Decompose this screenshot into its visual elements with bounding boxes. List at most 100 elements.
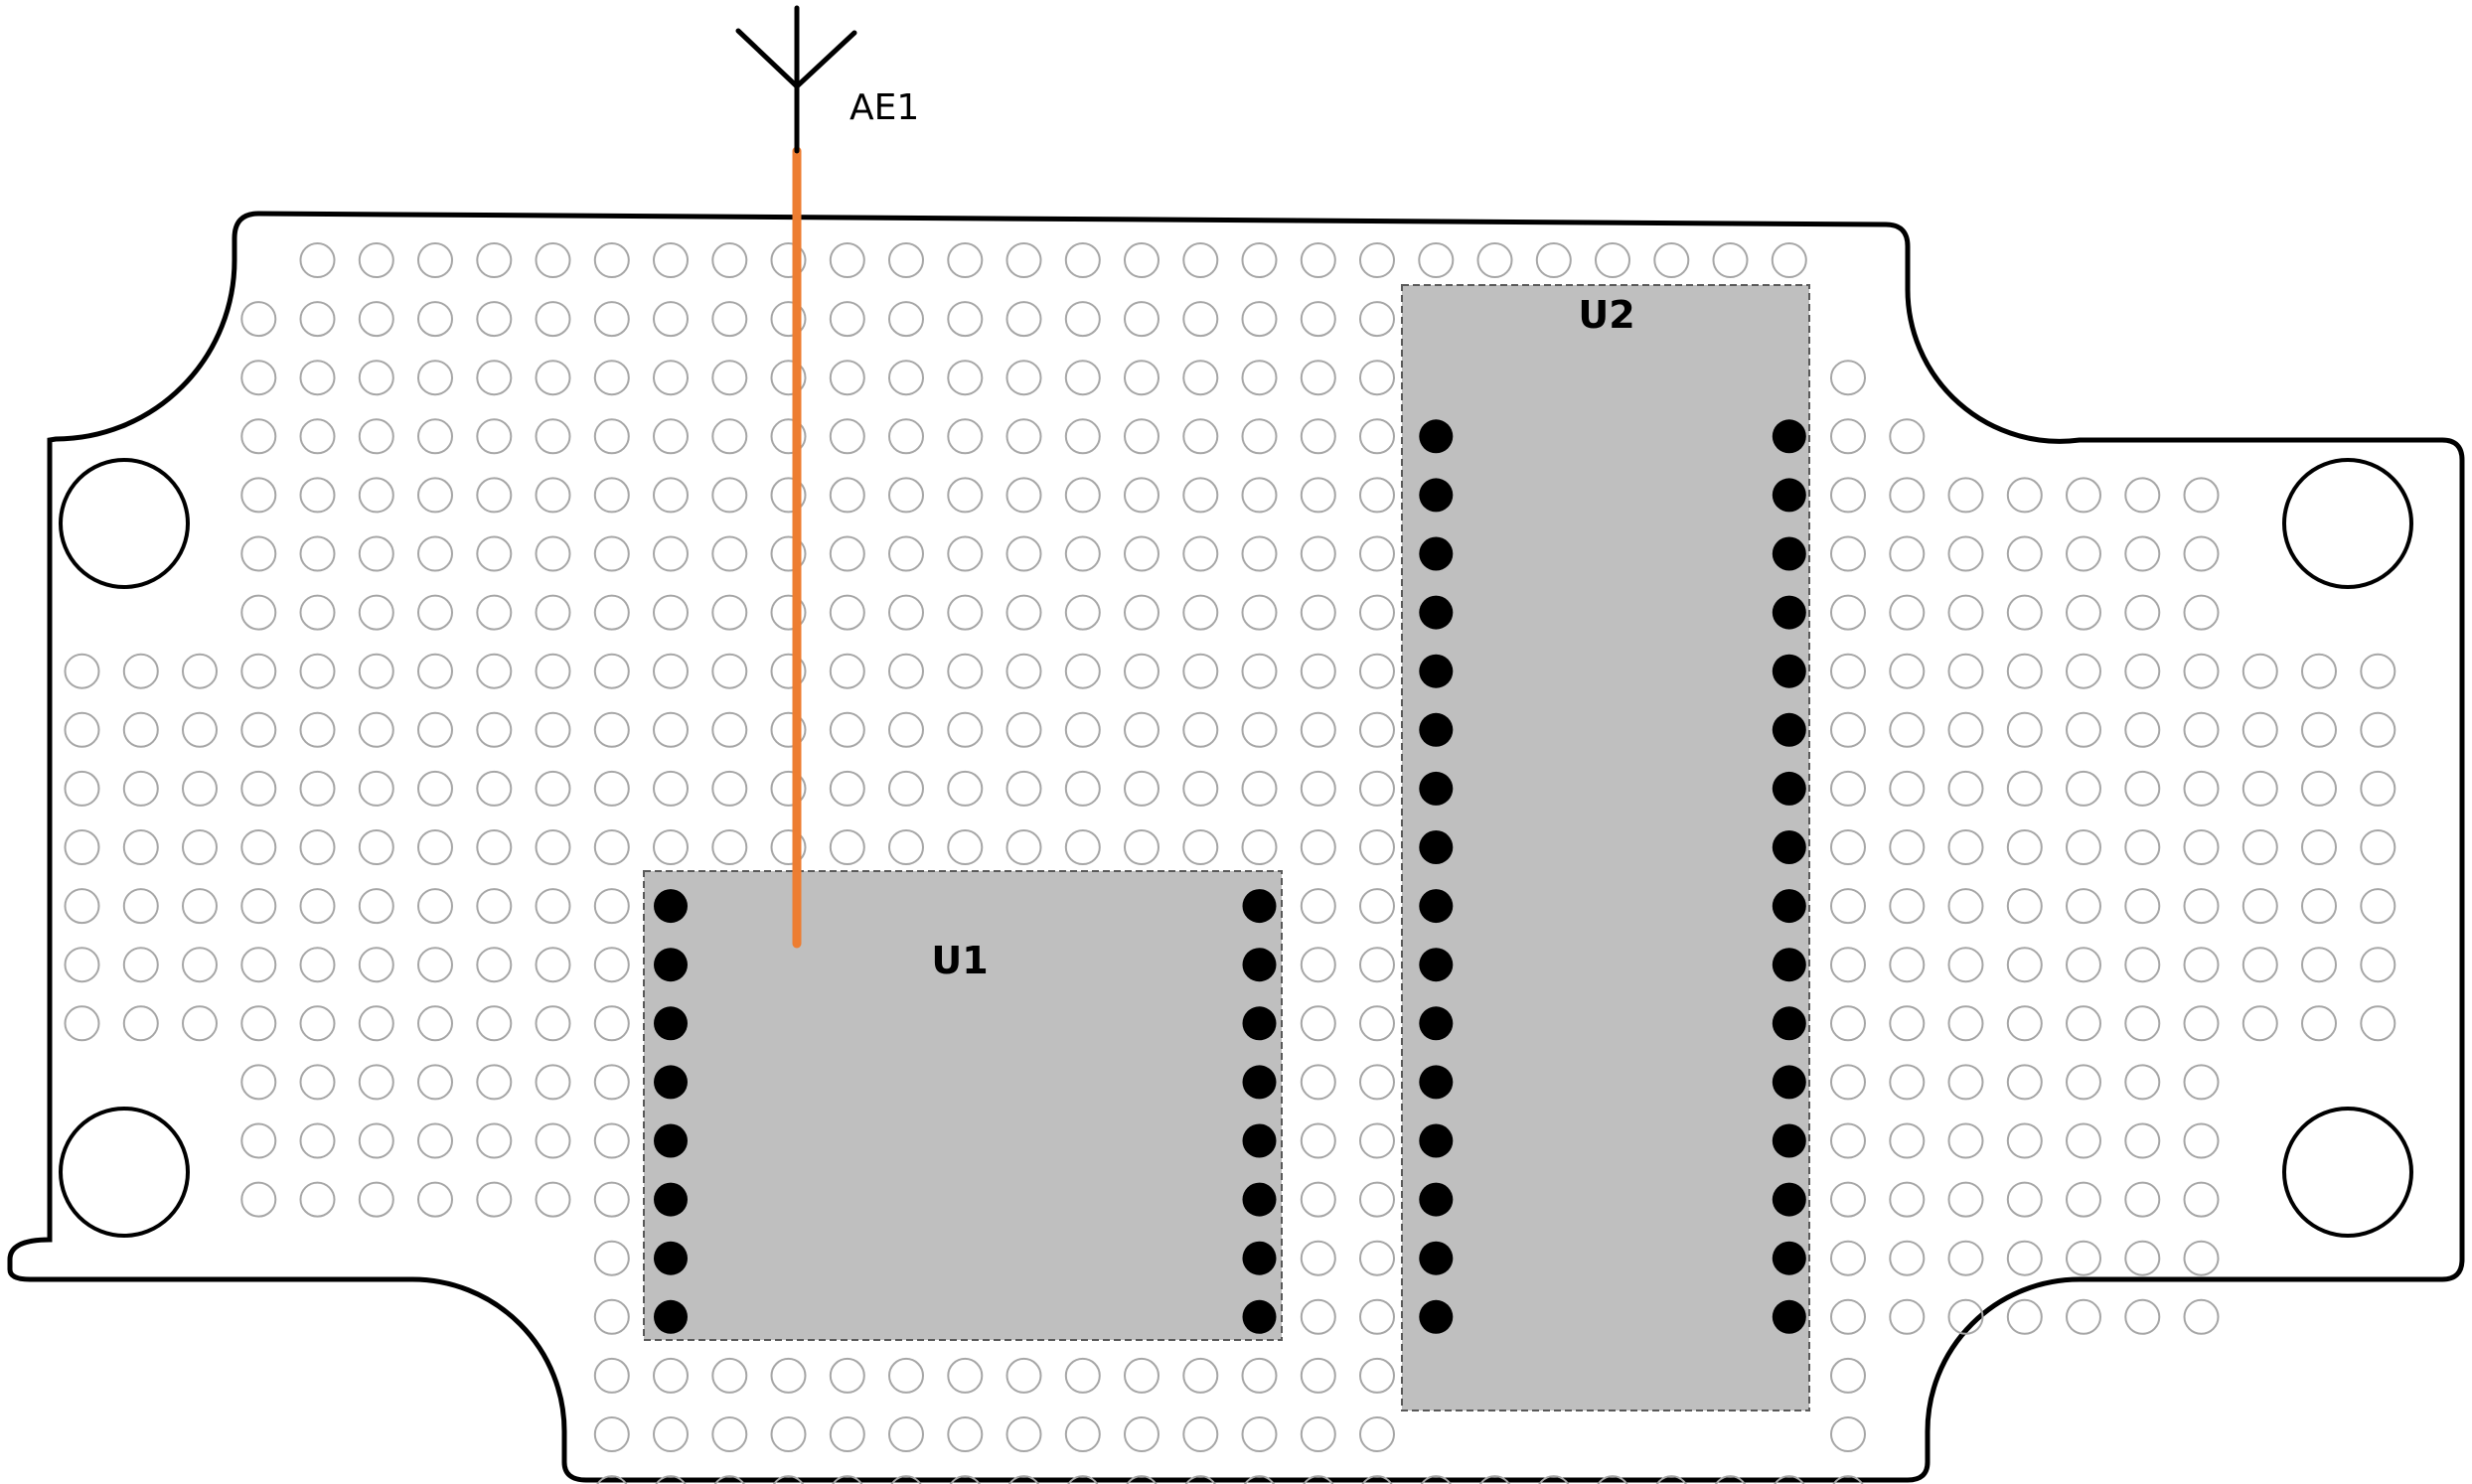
perfboard-hole <box>593 594 630 631</box>
perfboard-hole <box>299 418 336 455</box>
perfboard-hole <box>2301 1005 2337 1042</box>
perfboard-hole <box>1241 535 1278 572</box>
u2-pin-left-9 <box>1419 889 1454 924</box>
perfboard-hole <box>1947 535 1984 572</box>
perfboard-hole <box>1830 535 1866 572</box>
perfboard-hole <box>535 477 571 514</box>
perfboard-hole <box>1889 1240 1926 1276</box>
perfboard-hole <box>535 242 571 278</box>
perfboard-hole <box>1300 888 1336 925</box>
perfboard-hole <box>2006 1122 2043 1159</box>
perfboard-hole <box>1064 594 1101 631</box>
u2-pin-right-9 <box>1772 889 1806 924</box>
perfboard-hole <box>2006 829 2043 865</box>
perfboard-hole <box>358 888 394 925</box>
perfboard-hole <box>1597 1475 1628 1484</box>
perfboard-hole <box>64 829 100 865</box>
u2-pin-left-8 <box>1419 830 1454 864</box>
perfboard-hole <box>240 535 277 572</box>
perfboard-hole <box>476 418 513 455</box>
perfboard-hole <box>1005 829 1042 865</box>
perfboard-hole <box>2183 770 2220 807</box>
perfboard-hole <box>1182 1416 1219 1452</box>
perfboard-hole <box>1182 418 1219 455</box>
perfboard-hole <box>770 477 807 514</box>
mounting-holes <box>59 458 2413 1238</box>
perfboard-hole <box>1241 242 1278 278</box>
perfboard-hole <box>770 301 807 338</box>
perfboard-hole <box>2006 653 2043 689</box>
perfboard-hole <box>593 360 630 396</box>
perfboard-hole <box>770 770 807 807</box>
u2-pin-right-3 <box>1772 536 1806 571</box>
perfboard-hole <box>1300 947 1336 983</box>
perfboard-hole <box>593 301 630 338</box>
u2-pin-left-16 <box>1419 1299 1454 1334</box>
perfboard-hole <box>476 770 513 807</box>
perfboard-hole <box>1064 535 1101 572</box>
perfboard-hole <box>2124 711 2161 748</box>
perfboard-hole <box>240 711 277 748</box>
perfboard-hole <box>1359 653 1395 689</box>
perfboard-hole <box>240 1005 277 1042</box>
perfboard-hole <box>476 477 513 514</box>
perfboard-hole <box>240 301 277 338</box>
perfboard-hole <box>1124 360 1159 396</box>
perfboard-hole <box>947 418 984 455</box>
perfboard-hole <box>711 242 748 278</box>
perfboard-hole <box>1124 477 1159 514</box>
perfboard-hole <box>1359 770 1395 807</box>
perfboard-hole <box>2360 770 2396 807</box>
perfboard-hole <box>711 770 748 807</box>
perfboard-hole <box>1064 1357 1101 1394</box>
perfboard-hole <box>947 1416 984 1452</box>
u1-body <box>643 870 1283 1341</box>
perfboard-hole <box>947 301 984 338</box>
u2-pin-left-4 <box>1419 595 1454 630</box>
perfboard-hole <box>182 711 218 748</box>
perfboard-hole <box>1064 301 1101 338</box>
perfboard-hole <box>713 1475 745 1484</box>
perfboard-hole <box>1947 829 1984 865</box>
perfboard-hole <box>1182 594 1219 631</box>
u1-pin-left-8 <box>654 1299 688 1334</box>
perfboard-hole <box>1359 1416 1395 1452</box>
perfboard-hole <box>2183 477 2220 514</box>
perfboard-hole <box>1947 653 1984 689</box>
u2-body <box>1401 284 1810 1411</box>
perfboard-hole <box>1182 829 1219 865</box>
u1-pin-right-6 <box>1242 1182 1277 1217</box>
perfboard-hole <box>2124 1005 2161 1042</box>
perfboard-hole <box>2066 888 2101 925</box>
perfboard-hole <box>653 360 689 396</box>
perfboard-hole <box>417 829 453 865</box>
perfboard-hole <box>888 711 924 748</box>
perfboard-hole <box>358 829 394 865</box>
u2-pin-left-7 <box>1419 771 1454 806</box>
perfboard-hole <box>1182 477 1219 514</box>
perfboard-hole <box>829 360 865 396</box>
perfboard-hole <box>476 888 513 925</box>
perfboard-hole <box>829 477 865 514</box>
perfboard-hole <box>182 888 218 925</box>
perfboard-hole <box>1655 1475 1687 1484</box>
perfboard-hole <box>1064 711 1101 748</box>
u2-pin-right-14 <box>1772 1182 1806 1217</box>
perfboard-hole <box>535 594 571 631</box>
perfboard-hole <box>64 711 100 748</box>
perfboard-hole <box>1889 418 1926 455</box>
u1-pin-left-4 <box>654 1065 688 1100</box>
perfboard-hole <box>417 888 453 925</box>
perfboard-hole <box>653 770 689 807</box>
perfboard-hole <box>1300 653 1336 689</box>
perfboard-hole <box>1359 1122 1395 1159</box>
u2-pin-right-1 <box>1772 419 1806 454</box>
perfboard-hole <box>358 418 394 455</box>
perfboard-hole <box>1947 888 1984 925</box>
perfboard-hole <box>888 301 924 338</box>
perfboard-hole <box>1064 770 1101 807</box>
perfboard-hole <box>1241 653 1278 689</box>
perfboard-hole <box>1064 360 1101 396</box>
perfboard-hole <box>2066 594 2101 631</box>
perfboard-hole <box>2183 829 2220 865</box>
